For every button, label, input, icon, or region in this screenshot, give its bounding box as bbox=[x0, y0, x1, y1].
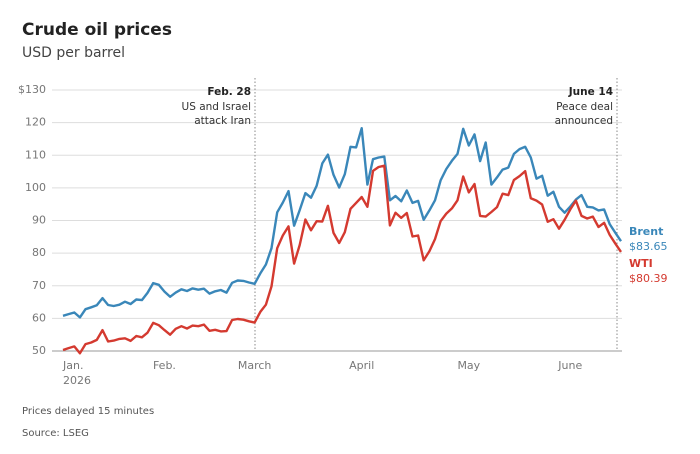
y-tick-label: 110 bbox=[25, 148, 46, 161]
series-line bbox=[62, 164, 622, 355]
chart-title: Crude oil prices bbox=[22, 20, 172, 40]
x-tick-label: March bbox=[238, 359, 272, 372]
y-tick-label: 50 bbox=[32, 344, 46, 357]
y-tick-label: 60 bbox=[32, 311, 46, 324]
y-tick-label: $130 bbox=[18, 83, 46, 96]
annotation-text: announced bbox=[555, 115, 613, 127]
annotation-text: attack Iran bbox=[194, 115, 251, 127]
annotation-text: US and Israel bbox=[182, 101, 251, 113]
y-tick-label: 90 bbox=[32, 214, 46, 227]
legend-label: WTI bbox=[629, 257, 653, 270]
source: Source: LSEG bbox=[22, 428, 89, 439]
legend-label: Brent bbox=[629, 225, 663, 238]
x-year-label: 2026 bbox=[63, 374, 91, 387]
x-tick-label: April bbox=[349, 359, 374, 372]
x-tick-label: Feb. bbox=[153, 359, 176, 372]
x-tick-label: June bbox=[557, 359, 582, 372]
annotation-text: Peace deal bbox=[556, 101, 613, 113]
annotation-title: June 14 bbox=[568, 86, 613, 98]
x-tick-label: Jan. bbox=[62, 359, 83, 372]
y-tick-label: 80 bbox=[32, 246, 46, 259]
x-tick-label: May bbox=[457, 359, 480, 372]
y-tick-label: 70 bbox=[32, 279, 46, 292]
y-tick-label: 100 bbox=[25, 181, 46, 194]
series-line bbox=[62, 126, 622, 319]
annotation-title: Feb. 28 bbox=[207, 86, 251, 98]
note: Prices delayed 15 minutes bbox=[22, 406, 154, 417]
last-value-label: $80.39 bbox=[629, 272, 668, 285]
y-tick-label: 120 bbox=[25, 116, 46, 129]
chart-subtitle: USD per barrel bbox=[22, 45, 125, 61]
last-value-label: $83.65 bbox=[629, 240, 668, 253]
